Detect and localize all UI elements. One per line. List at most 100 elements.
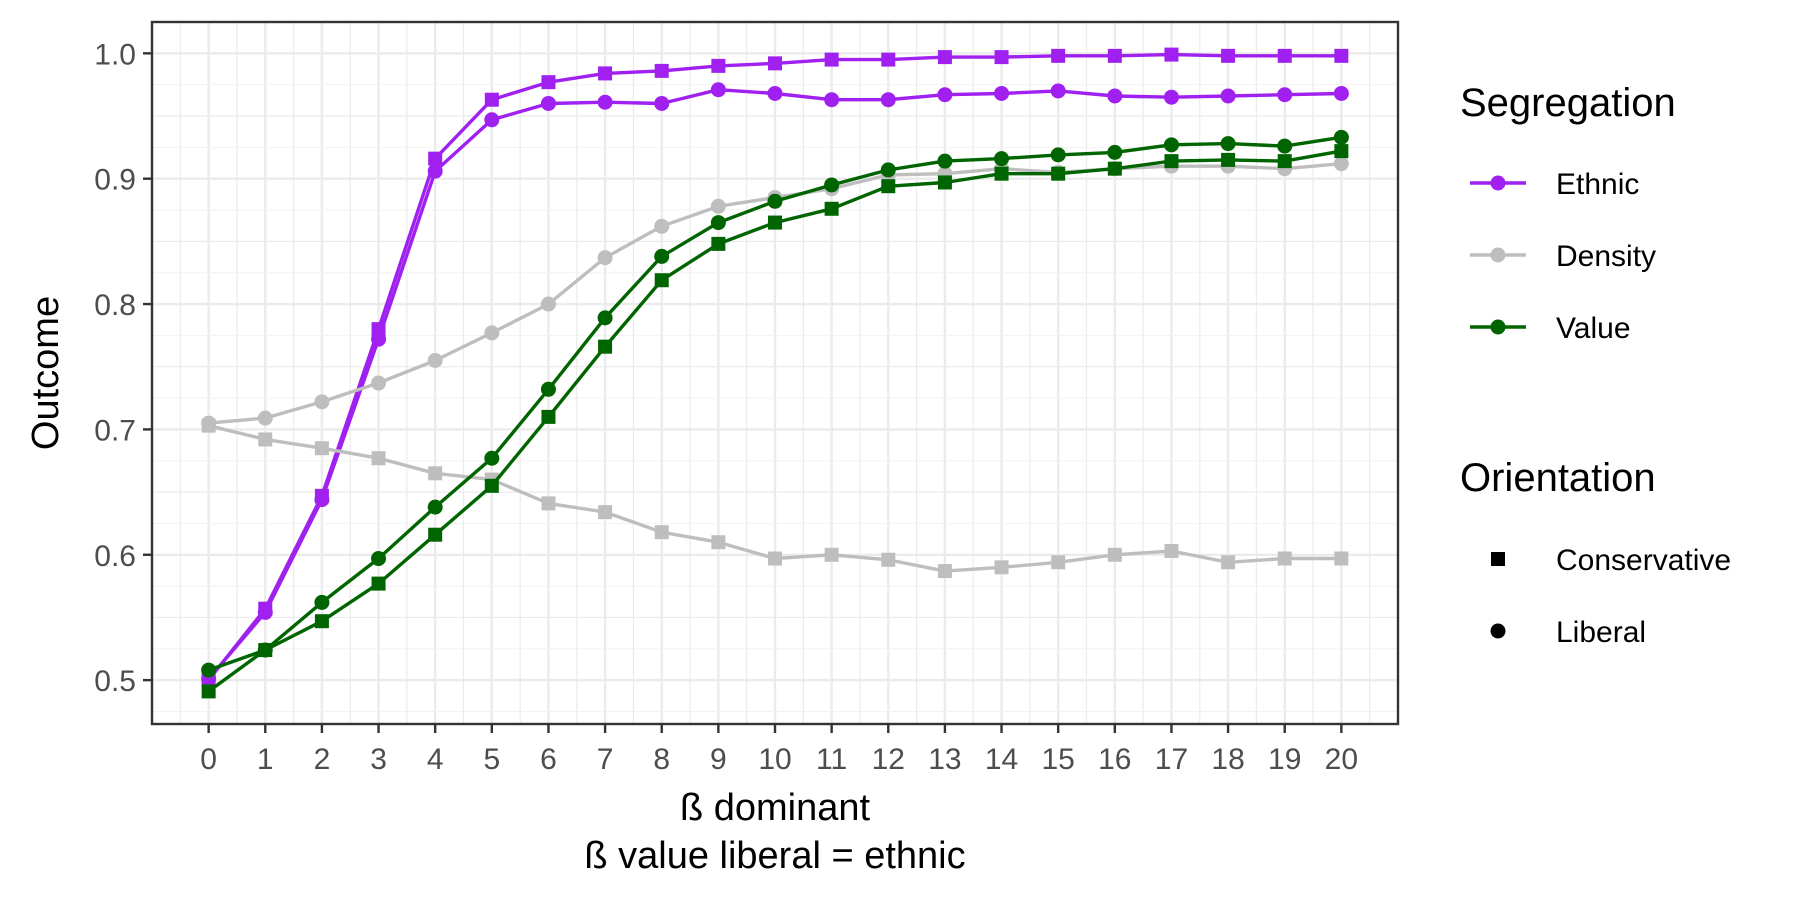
data-point-square	[1107, 48, 1122, 63]
data-point-circle	[1163, 137, 1179, 153]
data-point-square	[654, 273, 669, 288]
data-point-circle	[1277, 138, 1293, 154]
x-tick-label: 18	[1211, 743, 1244, 776]
data-point-square	[711, 236, 726, 251]
legend-point-key	[1490, 319, 1506, 335]
data-point-square	[711, 58, 726, 73]
data-point-circle	[710, 82, 726, 98]
series-layer	[201, 47, 1349, 699]
x-tick-label: 16	[1098, 743, 1131, 776]
data-point-circle	[484, 325, 500, 341]
legend-point-key	[1490, 247, 1506, 263]
data-point-circle	[767, 193, 783, 209]
data-point-circle	[314, 394, 330, 410]
x-tick-label: 14	[985, 743, 1018, 776]
data-point-circle	[540, 95, 556, 111]
data-point-square	[1334, 551, 1349, 566]
data-point-circle	[937, 87, 953, 103]
x-tick-label: 3	[370, 743, 387, 776]
data-point-square	[824, 547, 839, 562]
data-point-square	[824, 52, 839, 67]
legend-title-segregation: Segregation	[1460, 81, 1676, 125]
data-point-square	[598, 66, 613, 81]
data-point-circle	[1107, 144, 1123, 160]
data-point-circle	[880, 162, 896, 178]
data-point-circle	[654, 95, 670, 111]
data-point-square	[937, 175, 952, 190]
data-point-square	[1107, 161, 1122, 176]
data-point-circle	[597, 94, 613, 110]
series-ethnic-liberal	[201, 82, 1349, 687]
data-point-square	[428, 466, 443, 481]
data-point-circle	[484, 450, 500, 466]
data-point-circle	[201, 662, 217, 678]
legend-item-ethnic: Ethnic	[1470, 168, 1639, 201]
data-point-square	[1164, 154, 1179, 169]
y-tick-label: 0.5	[94, 665, 136, 698]
data-point-circle	[824, 92, 840, 108]
data-point-circle	[994, 85, 1010, 101]
data-point-square	[201, 684, 216, 699]
x-tick-label: 1	[257, 743, 274, 776]
legend-item-liberal: Liberal	[1490, 616, 1646, 649]
x-tick-label: 15	[1041, 743, 1074, 776]
data-point-circle	[427, 499, 443, 515]
legend-item-density: Density	[1470, 240, 1656, 273]
data-point-square	[428, 151, 443, 166]
x-tick-label: 4	[427, 743, 444, 776]
data-point-square	[484, 92, 499, 107]
data-point-circle	[257, 604, 273, 620]
legend-orientation-items: Conservative Liberal	[1490, 544, 1731, 649]
data-point-square	[541, 409, 556, 424]
x-tick-label: 19	[1268, 743, 1301, 776]
data-point-square	[258, 432, 273, 447]
data-point-circle	[824, 177, 840, 193]
y-tick-label: 0.9	[94, 164, 136, 197]
data-point-square	[371, 576, 386, 591]
data-point-square	[654, 525, 669, 540]
data-point-square	[1334, 144, 1349, 159]
series-value-conservative	[201, 144, 1349, 699]
data-point-square	[1107, 547, 1122, 562]
data-point-circle	[1220, 88, 1236, 104]
data-point-circle	[427, 163, 443, 179]
data-point-square	[1334, 48, 1349, 63]
data-point-square	[994, 560, 1009, 575]
legend-label: Value	[1556, 312, 1631, 345]
data-point-circle	[710, 198, 726, 214]
data-point-circle	[540, 296, 556, 312]
data-point-circle	[371, 551, 387, 567]
data-point-circle	[257, 642, 273, 658]
x-tick-label: 6	[540, 743, 557, 776]
data-point-square	[654, 63, 669, 78]
data-point-square	[768, 215, 782, 230]
data-point-circle	[710, 215, 726, 231]
data-point-circle	[654, 248, 670, 264]
data-point-square	[541, 496, 556, 511]
data-point-circle	[1277, 87, 1293, 103]
legend-label: Conservative	[1556, 544, 1731, 577]
series-density-conservative	[201, 418, 1349, 579]
data-point-square	[768, 56, 782, 71]
data-point-square	[1164, 47, 1179, 62]
legend-label: Ethnic	[1556, 168, 1639, 201]
data-point-square	[1051, 48, 1066, 63]
data-point-square	[1277, 551, 1292, 566]
data-point-square	[768, 551, 782, 566]
data-point-square	[541, 75, 556, 90]
data-point-circle	[1107, 88, 1123, 104]
data-point-circle	[1333, 156, 1349, 172]
data-point-circle	[257, 410, 273, 426]
data-point-circle	[1163, 89, 1179, 105]
data-point-square	[1221, 48, 1236, 63]
data-point-square	[1051, 555, 1066, 570]
data-point-square	[1164, 544, 1179, 559]
data-point-square	[881, 52, 896, 67]
legend-circle-key	[1490, 623, 1506, 639]
legend-title-orientation: Orientation	[1460, 456, 1656, 500]
legend-square-key	[1491, 552, 1505, 566]
data-point-circle	[1333, 85, 1349, 101]
data-point-circle	[880, 92, 896, 108]
